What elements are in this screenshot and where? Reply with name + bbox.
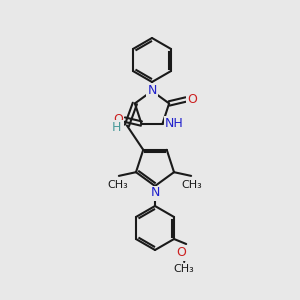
Text: H: H	[112, 121, 122, 134]
Text: N: N	[150, 187, 160, 200]
Text: O: O	[176, 247, 186, 260]
Text: CH₃: CH₃	[174, 264, 195, 274]
Text: O: O	[113, 113, 123, 126]
Text: N: N	[147, 83, 157, 97]
Text: CH₃: CH₃	[107, 180, 128, 190]
Text: NH: NH	[165, 117, 184, 130]
Text: O: O	[187, 93, 197, 106]
Text: CH₃: CH₃	[182, 180, 202, 190]
